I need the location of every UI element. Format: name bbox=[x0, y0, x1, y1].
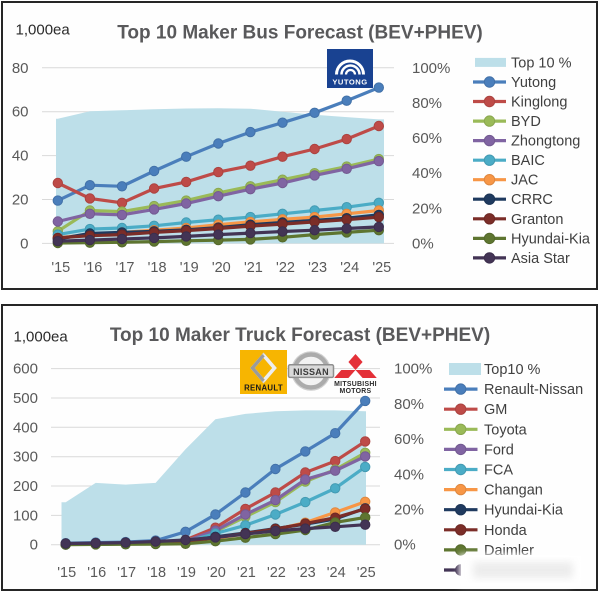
svg-text:'25: '25 bbox=[372, 260, 391, 276]
svg-text:600: 600 bbox=[13, 361, 38, 378]
svg-text:'19: '19 bbox=[177, 565, 196, 581]
svg-text:FCA: FCA bbox=[484, 463, 513, 479]
svg-text:MITSUBISHI: MITSUBISHI bbox=[334, 381, 377, 388]
svg-text:Zhongtong: Zhongtong bbox=[511, 134, 580, 150]
svg-text:500: 500 bbox=[13, 390, 38, 407]
svg-text:BAIC: BAIC bbox=[511, 153, 545, 169]
svg-text:NISSAN: NISSAN bbox=[293, 367, 329, 377]
svg-text:0%: 0% bbox=[394, 537, 416, 554]
svg-text:'21: '21 bbox=[237, 565, 256, 581]
svg-text:Hyundai-Kia: Hyundai-Kia bbox=[511, 231, 591, 247]
svg-text:'22: '22 bbox=[267, 565, 286, 581]
svg-text:0: 0 bbox=[30, 537, 38, 554]
svg-text:1,000ea: 1,000ea bbox=[16, 22, 71, 39]
svg-text:Top 10 Maker Bus Forecast (BE: Top 10 Maker Bus Forecast (BEV+PHEV) bbox=[117, 23, 483, 44]
svg-text:Asia Star: Asia Star bbox=[511, 251, 570, 267]
svg-text:BYD: BYD bbox=[511, 114, 541, 130]
svg-text:'15: '15 bbox=[57, 565, 76, 581]
svg-text:'18: '18 bbox=[148, 260, 167, 276]
svg-text:'25: '25 bbox=[357, 565, 376, 581]
svg-text:60: 60 bbox=[12, 104, 29, 121]
svg-text:200: 200 bbox=[13, 478, 38, 495]
svg-text:Hyundai-Kia: Hyundai-Kia bbox=[484, 503, 564, 519]
svg-text:Renault-Nissan: Renault-Nissan bbox=[484, 382, 583, 398]
svg-text:Top 10 %: Top 10 % bbox=[511, 55, 572, 71]
svg-text:100%: 100% bbox=[412, 60, 450, 77]
svg-text:'19: '19 bbox=[180, 260, 199, 276]
svg-text:300: 300 bbox=[13, 449, 38, 466]
svg-text:20: 20 bbox=[12, 192, 29, 209]
svg-text:Changan: Changan bbox=[484, 483, 543, 499]
svg-text:JAC: JAC bbox=[511, 173, 538, 189]
svg-text:20%: 20% bbox=[394, 502, 424, 519]
svg-text:'22: '22 bbox=[276, 260, 295, 276]
svg-text:'18: '18 bbox=[147, 565, 166, 581]
svg-text:Honda: Honda bbox=[484, 523, 528, 539]
svg-text:0%: 0% bbox=[412, 235, 434, 252]
svg-text:Top 10 Maker Truck Forecast (: Top 10 Maker Truck Forecast (BEV+PHEV) bbox=[110, 325, 490, 346]
svg-text:60%: 60% bbox=[412, 130, 442, 147]
svg-text:GM: GM bbox=[484, 402, 507, 418]
svg-text:RENAULT: RENAULT bbox=[244, 384, 283, 393]
svg-text:'16: '16 bbox=[83, 260, 102, 276]
svg-text:20%: 20% bbox=[412, 200, 442, 217]
svg-text:100%: 100% bbox=[394, 361, 432, 378]
svg-text:60%: 60% bbox=[394, 431, 424, 448]
svg-text:'21: '21 bbox=[244, 260, 263, 276]
svg-text:'17: '17 bbox=[117, 565, 136, 581]
svg-text:'15: '15 bbox=[51, 260, 70, 276]
svg-text:'24: '24 bbox=[327, 565, 346, 581]
svg-text:Ford: Ford bbox=[484, 442, 514, 458]
svg-text:'20: '20 bbox=[212, 260, 231, 276]
svg-text:'24: '24 bbox=[340, 260, 359, 276]
svg-text:Top10 %: Top10 % bbox=[484, 362, 541, 378]
svg-text:'20: '20 bbox=[207, 565, 226, 581]
svg-text:'23: '23 bbox=[308, 260, 327, 276]
svg-text:Kinglong: Kinglong bbox=[511, 95, 567, 111]
svg-text:40: 40 bbox=[12, 148, 29, 165]
svg-text:YUTONG: YUTONG bbox=[332, 78, 367, 87]
svg-text:80%: 80% bbox=[412, 95, 442, 112]
svg-text:40%: 40% bbox=[412, 165, 442, 182]
svg-text:Toyota: Toyota bbox=[484, 422, 528, 438]
svg-text:40%: 40% bbox=[394, 466, 424, 483]
svg-text:MOTORS: MOTORS bbox=[340, 388, 372, 395]
svg-text:'23: '23 bbox=[297, 565, 316, 581]
svg-text:80%: 80% bbox=[394, 396, 424, 413]
svg-text:0: 0 bbox=[20, 235, 28, 252]
svg-text:Yutong: Yutong bbox=[511, 75, 556, 91]
svg-text:Granton: Granton bbox=[511, 212, 563, 228]
svg-text:400: 400 bbox=[13, 419, 38, 436]
svg-text:80: 80 bbox=[12, 60, 29, 77]
svg-text:1,000ea: 1,000ea bbox=[14, 329, 69, 346]
svg-text:'16: '16 bbox=[87, 565, 106, 581]
svg-text:CRRC: CRRC bbox=[511, 192, 553, 208]
svg-text:'17: '17 bbox=[116, 260, 135, 276]
svg-text:100: 100 bbox=[13, 507, 38, 524]
